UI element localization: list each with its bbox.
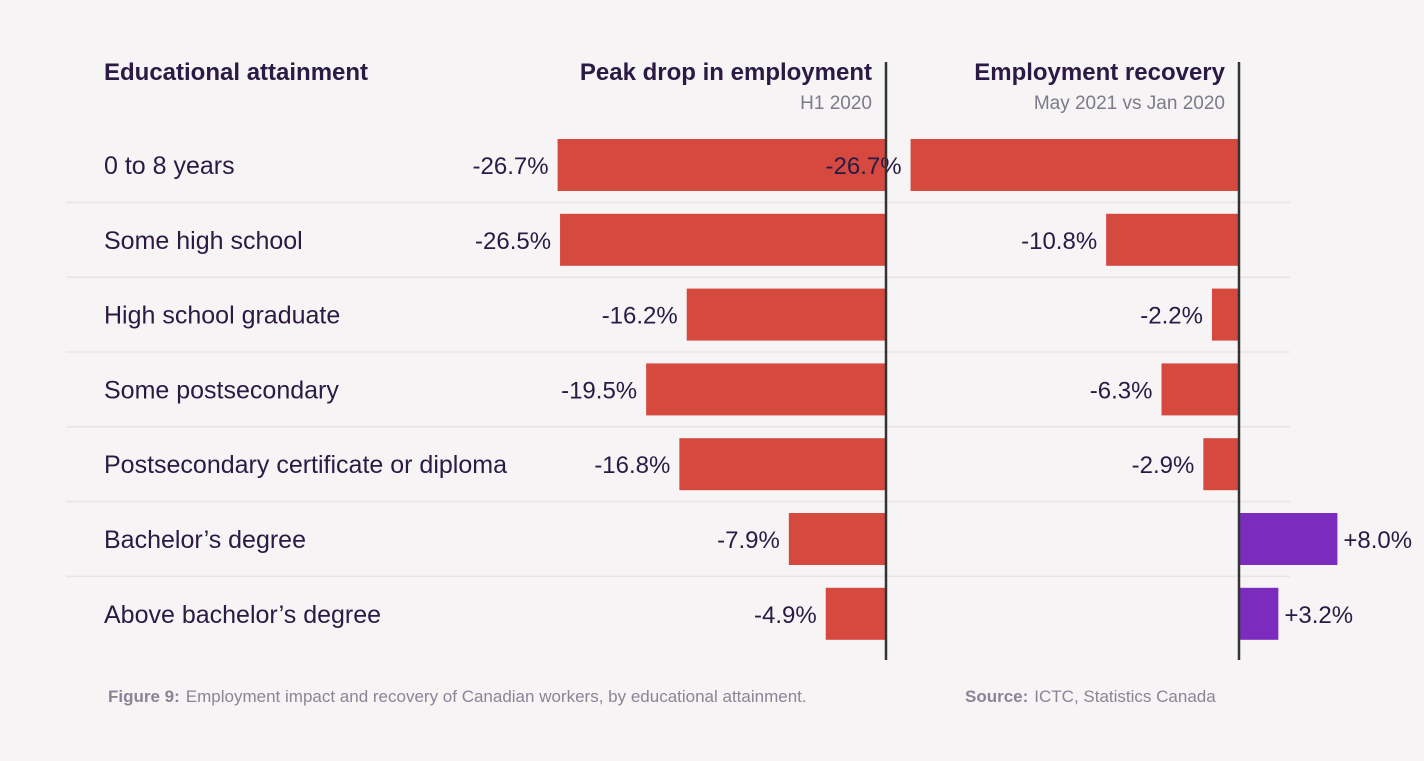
category-label: High school graduate — [104, 302, 340, 330]
drop-bar — [788, 513, 886, 565]
recovery-bar — [1161, 363, 1239, 416]
right-panel-title: Employment recovery — [974, 59, 1225, 86]
drop-value-label: -19.5% — [561, 377, 637, 404]
drop-bar — [825, 587, 886, 640]
drop-bar — [646, 363, 886, 416]
recovery-bar — [1239, 513, 1338, 565]
recovery-bar — [910, 139, 1239, 191]
figure-caption: Figure 9: Employment impact and recovery … — [108, 687, 807, 706]
recovery-value-label: +3.2% — [1284, 602, 1353, 629]
drop-value-label: -7.9% — [717, 527, 780, 554]
recovery-bar — [1203, 438, 1239, 491]
chart-rows: 0 to 8 years -26.7% -26.7% Some high school… — [104, 139, 1412, 640]
row-separators — [66, 201, 1290, 578]
category-label: 0 to 8 years — [104, 152, 235, 180]
category-header: Educational attainment — [104, 59, 368, 86]
source-text: ICTC, Statistics Canada — [1034, 687, 1216, 706]
recovery-value-label: +8.0% — [1343, 527, 1412, 554]
drop-bar — [557, 139, 886, 191]
drop-value-label: -26.7% — [473, 153, 549, 180]
recovery-value-label: -10.8% — [1021, 228, 1097, 255]
category-label: Postsecondary certificate or diploma — [104, 451, 507, 479]
right-panel-subtitle: May 2021 vs Jan 2020 — [1034, 93, 1225, 114]
recovery-value-label: -6.3% — [1090, 377, 1153, 404]
recovery-value-label: -26.7% — [826, 153, 902, 180]
category-label: Some high school — [104, 227, 303, 255]
drop-value-label: -4.9% — [754, 602, 817, 629]
figure-text: Employment impact and recovery of Canadi… — [186, 687, 807, 706]
source-caption: Source: ICTC, Statistics Canada — [965, 687, 1216, 706]
drop-value-label: -16.2% — [602, 303, 678, 330]
category-label: Some postsecondary — [104, 376, 339, 404]
recovery-value-label: -2.2% — [1140, 303, 1203, 330]
recovery-bar — [1211, 288, 1239, 341]
recovery-value-label: -2.9% — [1132, 452, 1195, 479]
left-panel-subtitle: H1 2020 — [800, 93, 872, 114]
category-label: Above bachelor’s degree — [104, 601, 381, 629]
figure-label: Figure 9: — [108, 687, 180, 706]
recovery-bar — [1106, 213, 1239, 266]
drop-value-label: -26.5% — [475, 228, 551, 255]
recovery-bar — [1239, 587, 1279, 640]
left-panel-title: Peak drop in employment — [580, 59, 872, 86]
drop-bar — [686, 288, 886, 341]
drop-bar — [560, 213, 886, 266]
category-label: Bachelor’s degree — [104, 526, 306, 554]
drop-value-label: -16.8% — [594, 452, 670, 479]
drop-bar — [679, 438, 886, 491]
source-label: Source: — [965, 687, 1028, 706]
